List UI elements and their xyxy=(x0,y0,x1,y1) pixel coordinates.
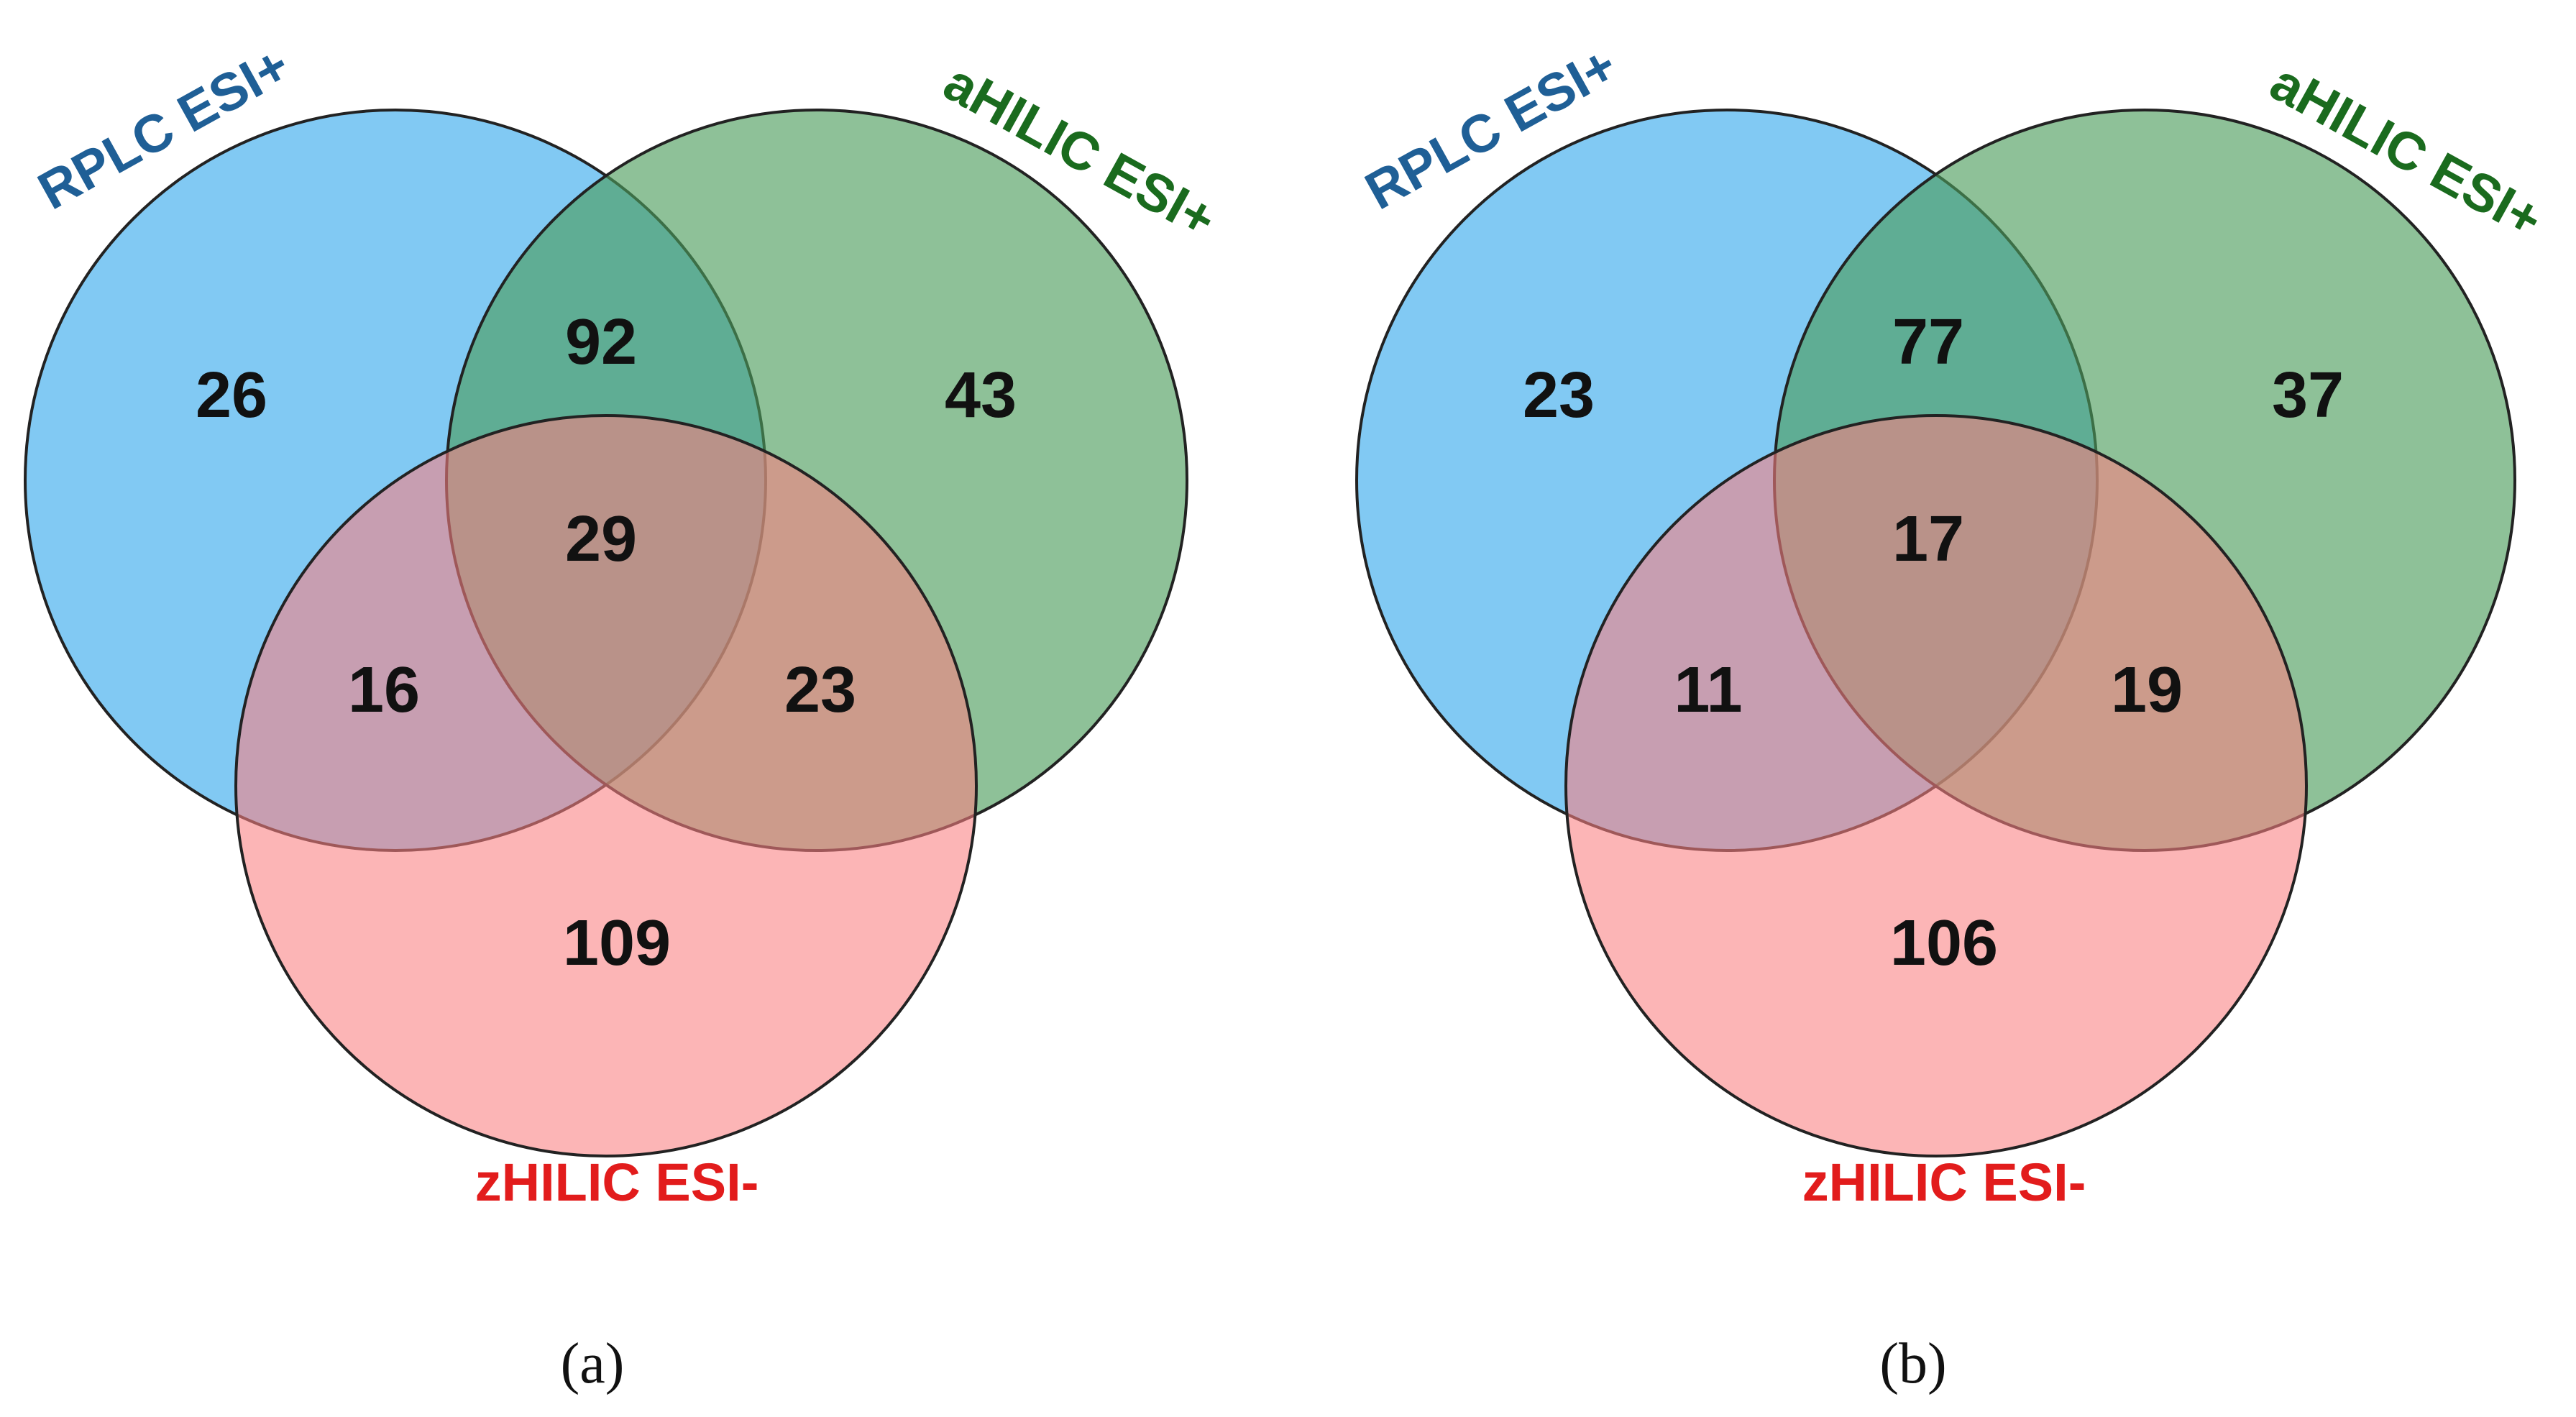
count-all: 29 xyxy=(565,503,637,575)
count-rplc-only: 26 xyxy=(196,359,267,431)
venn-panel-a: 26 43 109 92 16 23 29 RPLC ESI+ aHILIC E… xyxy=(24,35,1226,1395)
count-zhilic-only: 109 xyxy=(563,907,671,979)
label-zhilic: zHILIC ESI- xyxy=(475,1152,759,1212)
label-zhilic: zHILIC ESI- xyxy=(1802,1152,2086,1212)
circle-zhilic xyxy=(1564,414,2308,1157)
count-ahilic-only: 37 xyxy=(2272,359,2344,431)
count-all: 17 xyxy=(1892,503,1964,575)
count-rplc-zhilic: 16 xyxy=(348,654,420,726)
count-ahilic-only: 43 xyxy=(945,359,1017,431)
count-ahilic-zhilic: 19 xyxy=(2111,654,2183,726)
count-rplc-ahilic: 92 xyxy=(565,306,637,378)
count-ahilic-zhilic: 23 xyxy=(784,654,856,726)
panel-caption-b: (b) xyxy=(1879,1332,1946,1395)
count-rplc-ahilic: 77 xyxy=(1892,306,1964,378)
venn-panel-b: 23 37 106 77 11 19 17 RPLC ESI+ aHILIC E… xyxy=(1355,35,2552,1395)
panel-caption-a: (a) xyxy=(561,1332,625,1395)
count-rplc-only: 23 xyxy=(1523,359,1595,431)
circle-zhilic xyxy=(234,414,978,1157)
count-rplc-zhilic: 11 xyxy=(1674,654,1742,726)
count-zhilic-only: 106 xyxy=(1890,907,1998,979)
